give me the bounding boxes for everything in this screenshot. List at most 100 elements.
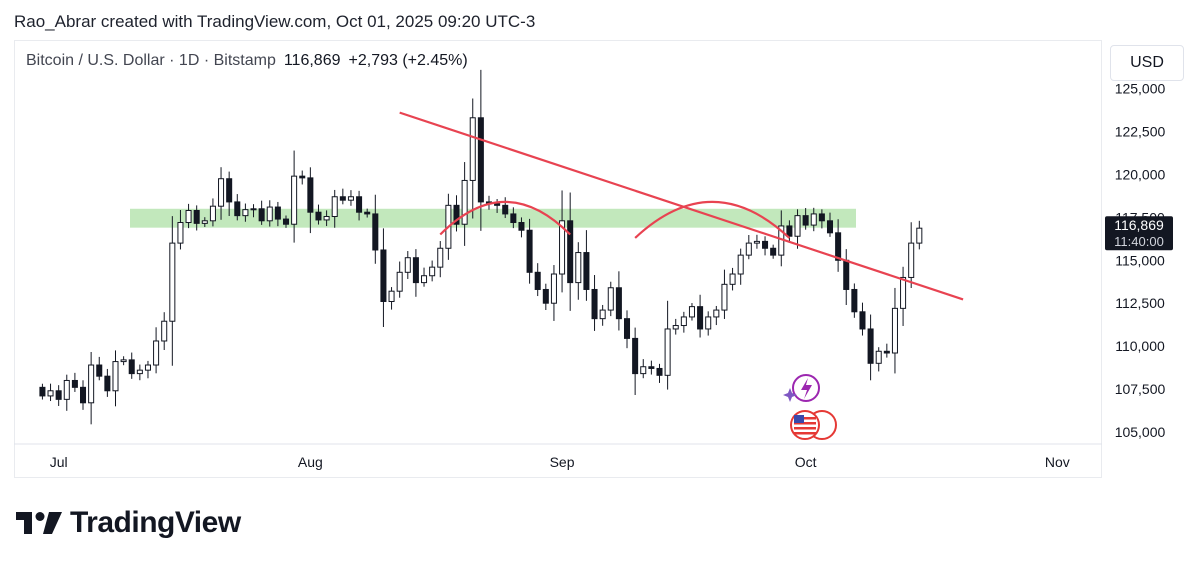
chart-credit: Rao_Abrar created with TradingView.com, …	[14, 12, 536, 31]
candle-body	[193, 209, 200, 224]
candle	[908, 222, 915, 289]
candle-body	[615, 287, 622, 320]
candle-body	[818, 213, 825, 222]
price-tag-bg	[1105, 216, 1173, 251]
candle	[762, 236, 769, 256]
candle	[429, 260, 436, 282]
candle	[112, 350, 119, 407]
candle	[71, 372, 78, 392]
candle-body	[745, 242, 752, 256]
candle	[104, 368, 111, 397]
candle	[47, 383, 54, 402]
x-tick-label: Jul	[50, 454, 68, 470]
candle	[721, 269, 728, 319]
candle-body	[786, 225, 793, 237]
candle-body	[39, 386, 46, 397]
candle-body	[429, 266, 436, 277]
resistance-zone	[130, 208, 856, 228]
price-tag-price: 116,869	[1114, 217, 1164, 233]
candle-body	[753, 240, 760, 244]
candle	[185, 203, 192, 229]
candle	[534, 263, 541, 297]
candle	[891, 287, 898, 374]
candle-body	[331, 196, 338, 217]
candle	[688, 303, 695, 321]
candle	[818, 209, 825, 229]
candle-body	[136, 369, 143, 375]
candle-body	[713, 309, 720, 318]
candle	[697, 294, 704, 338]
candle	[201, 217, 208, 227]
candle-body	[591, 288, 598, 320]
candle	[347, 190, 354, 206]
candle	[835, 219, 842, 272]
candle-body	[388, 290, 395, 302]
candle-body	[299, 175, 306, 179]
candle-body	[307, 177, 314, 213]
economic-events	[783, 374, 837, 440]
candle	[144, 360, 151, 379]
candle	[250, 204, 257, 218]
currency-button[interactable]: USD	[1110, 45, 1184, 81]
candle-body	[412, 257, 419, 284]
candle-body	[209, 205, 216, 222]
candle-body	[177, 222, 184, 244]
x-tick-label: Oct	[795, 454, 817, 470]
candle-body	[680, 316, 687, 327]
candle	[623, 310, 631, 349]
candle	[453, 195, 460, 232]
candle	[794, 209, 801, 249]
candle-body	[729, 273, 736, 285]
candle-body	[250, 208, 257, 211]
candle-body	[770, 247, 777, 256]
candle	[234, 194, 241, 221]
candle-body	[835, 232, 842, 261]
candle-body	[79, 386, 87, 404]
candle	[469, 98, 476, 219]
rounded-top-arc	[634, 200, 791, 239]
candle-body	[218, 178, 225, 207]
candle-body	[851, 288, 858, 313]
candle	[63, 374, 70, 411]
candle-body	[258, 208, 265, 222]
candle-body	[826, 220, 834, 234]
candle	[404, 251, 411, 279]
candle-body	[875, 350, 882, 364]
candle	[567, 192, 574, 311]
candle-body	[112, 361, 119, 392]
y-tick-label: 120,000	[1115, 166, 1166, 182]
candle-body	[640, 366, 647, 375]
candle-body	[534, 271, 541, 290]
candle	[916, 220, 923, 250]
candle-body	[737, 254, 744, 275]
candle	[575, 242, 582, 300]
axes-layer: 105,000107,500110,000112,500115,000117,5…	[50, 81, 1173, 470]
candle	[461, 162, 468, 246]
candle	[526, 218, 533, 284]
symbol-label: Bitcoin / U.S. Dollar · 1D · Bitstamp	[26, 52, 276, 69]
candle-body	[810, 213, 817, 226]
candle	[274, 201, 281, 227]
candle-body	[234, 201, 241, 217]
chart-frame	[14, 40, 1102, 478]
candle	[713, 305, 720, 326]
candle	[502, 197, 509, 219]
candle-body	[567, 220, 574, 284]
candle-body	[356, 196, 363, 213]
candle	[364, 208, 371, 218]
candle	[372, 194, 379, 264]
candle	[209, 198, 216, 227]
candle-body	[226, 178, 233, 203]
flag-stripe	[794, 422, 816, 425]
tradingview-logo[interactable]: TradingView	[16, 506, 241, 540]
candle	[518, 217, 525, 238]
candle-body	[794, 215, 801, 237]
candle	[120, 356, 127, 366]
candle-body	[583, 252, 590, 290]
descending-trendline	[399, 111, 964, 301]
candle	[542, 283, 549, 311]
y-tick-label: 115,000	[1115, 252, 1165, 268]
candle	[900, 266, 907, 326]
x-tick-label: Aug	[298, 454, 323, 470]
